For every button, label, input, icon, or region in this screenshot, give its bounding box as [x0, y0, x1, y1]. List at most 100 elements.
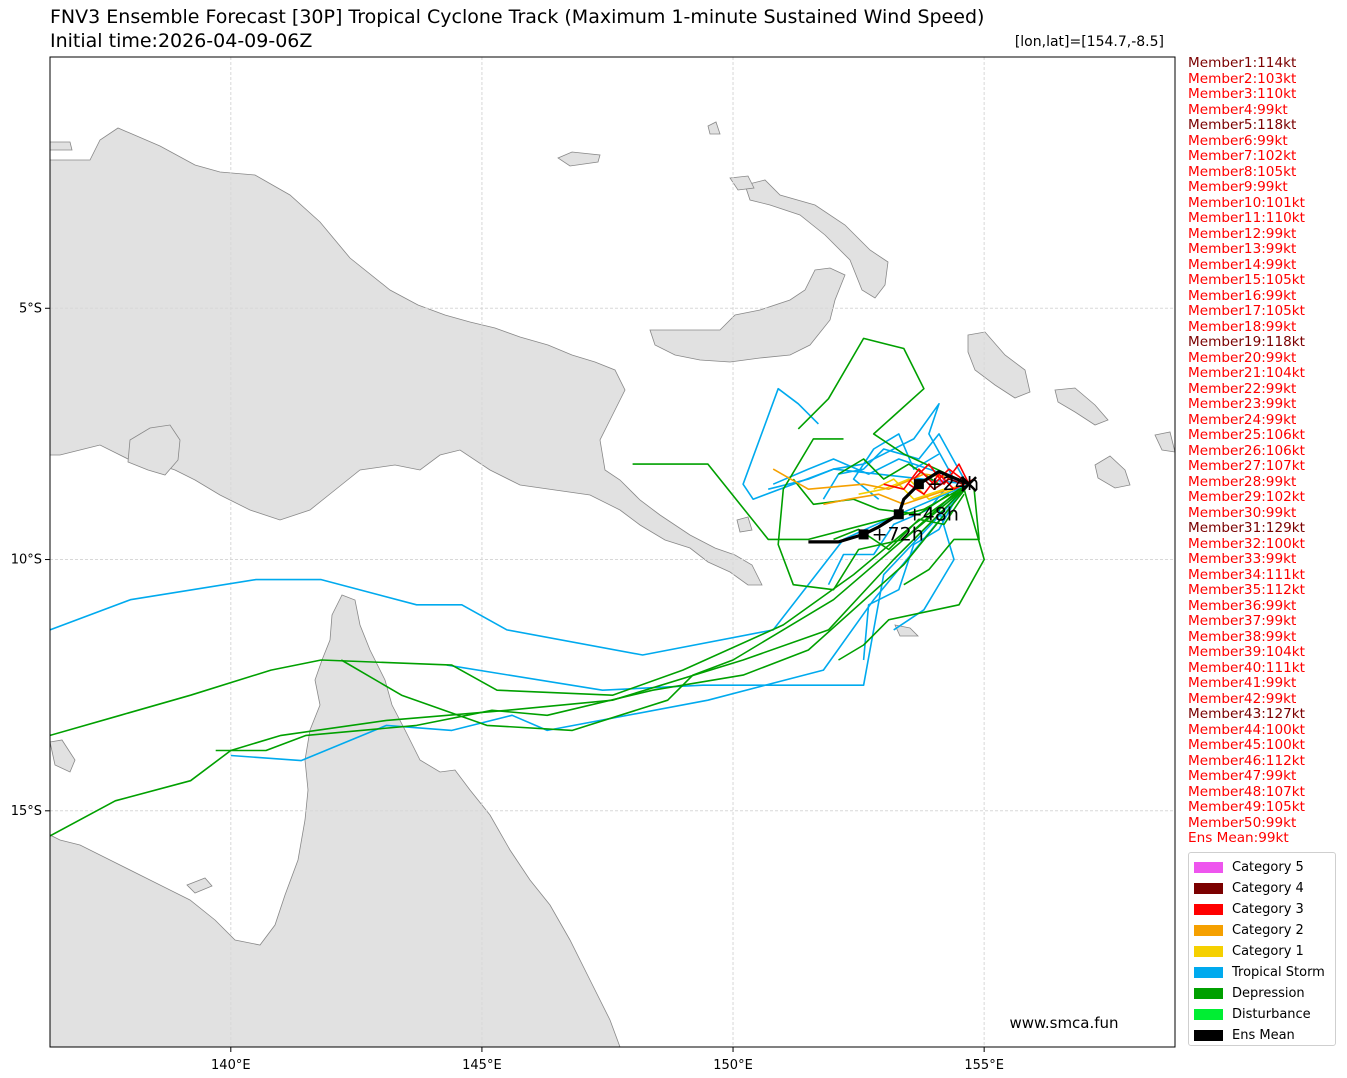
member-track [862, 483, 965, 661]
ens-mean-time-marker [893, 509, 904, 520]
legend-swatch [1194, 1009, 1223, 1020]
member-track [838, 458, 940, 485]
axis-ticks: 140°E 145°E 150°E 155°E 5°S 10°S 15°S [11, 301, 1004, 1073]
member-track [340, 483, 970, 732]
lon-tick-label: 150°E [713, 1058, 753, 1073]
member-intensity-item: Member42:99kt [1188, 690, 1297, 707]
member-intensity-item: Member24:99kt [1188, 411, 1297, 428]
legend-item: Tropical Storm [1194, 962, 1335, 983]
lat-tick-label: 10°S [11, 553, 42, 568]
member-intensity-item: Member39:104kt [1188, 644, 1305, 660]
member-track [792, 478, 950, 516]
member-intensity-item: Member9:99kt [1188, 179, 1288, 195]
member-track [833, 493, 965, 551]
land-new-ireland [744, 179, 889, 299]
member-intensity-item: Member2:103kt [1188, 70, 1297, 87]
ens-mean-time-label: +48h [907, 503, 959, 525]
lat-tick-label: 15°S [11, 804, 42, 819]
member-intensity-item: Member21:104kt [1188, 365, 1305, 381]
member-track [50, 483, 970, 656]
land-solomon-1 [1054, 387, 1109, 426]
lon-tick-label: 145°E [462, 1058, 502, 1073]
member-track [768, 403, 955, 490]
member-intensity-item: Member40:111kt [1188, 659, 1305, 676]
land-islet-a [557, 151, 601, 167]
land-islet-h [50, 141, 73, 151]
member-track [908, 473, 975, 495]
member-intensity-item: Member37:99kt [1188, 613, 1297, 629]
member-track [923, 478, 965, 490]
land-islet-f [186, 877, 213, 894]
land-islet-b [729, 175, 755, 191]
legend-label: Category 2 [1232, 923, 1304, 938]
legend-item: Category 4 [1194, 878, 1335, 899]
member-intensity-item: Member6:99kt [1188, 132, 1288, 149]
legend-label: Disturbance [1232, 1007, 1311, 1022]
member-intensity-item: Member34:111kt [1188, 566, 1305, 583]
member-intensity-item: Member4:99kt [1188, 101, 1288, 118]
member-track [823, 483, 965, 506]
member-intensity-item: Member41:99kt [1188, 675, 1297, 691]
member-intensity-item: Member36:99kt [1188, 597, 1297, 614]
legend-item: Category 5 [1194, 857, 1335, 878]
land-solomon-2 [1094, 455, 1131, 489]
member-intensity-item: Member33:99kt [1188, 551, 1297, 567]
member-intensity-item: Member18:99kt [1188, 318, 1297, 335]
member-intensity-item: Member46:112kt [1188, 752, 1305, 769]
legend-swatch [1194, 946, 1223, 957]
member-track [903, 489, 980, 586]
member-intensity-item: Member23:99kt [1188, 396, 1297, 412]
member-intensity-item: Member22:99kt [1188, 380, 1297, 397]
member-intensity-item: Member13:99kt [1188, 241, 1297, 257]
member-track [777, 438, 960, 591]
grid-lines [50, 57, 1175, 1047]
legend-item: Category 3 [1194, 899, 1335, 920]
initial-position-marker [961, 476, 977, 493]
legend-label: Tropical Storm [1232, 965, 1325, 980]
member-track [50, 483, 970, 737]
member-intensity-item: Member15:105kt [1188, 272, 1305, 288]
land-new-guinea [50, 127, 763, 586]
legend-label: Ens Mean [1232, 1028, 1295, 1043]
ens-mean-track: +24h +48h+72h [808, 470, 979, 545]
member-intensity-item: Member17:105kt [1188, 303, 1305, 319]
member-track [858, 478, 955, 500]
member-intensity-item: Member12:99kt [1188, 225, 1297, 242]
member-track [230, 483, 970, 762]
member-intensity-item: Member26:106kt [1188, 442, 1305, 459]
legend-swatch [1194, 862, 1223, 873]
member-intensity-item: Member30:99kt [1188, 504, 1297, 521]
legend-item: Ens Mean [1194, 1025, 1335, 1046]
land-bougainville [967, 331, 1031, 399]
member-intensity-item: Member27:107kt [1188, 458, 1305, 474]
lon-tick-label: 140°E [211, 1058, 251, 1073]
legend-label: Category 5 [1232, 860, 1304, 875]
member-intensity-item: Member32:100kt [1188, 535, 1305, 552]
member-intensity-item: Member14:99kt [1188, 256, 1297, 273]
member-intensity-item: Member49:105kt [1188, 799, 1305, 815]
member-track [883, 468, 970, 490]
legend-item: Category 2 [1194, 920, 1335, 941]
land-islet-e [894, 624, 919, 637]
lon-tick-label: 155°E [964, 1058, 1004, 1073]
category-legend: Category 5 Category 4 Category 3 Category 2… [1188, 852, 1336, 1046]
member-intensity-item: Member45:100kt [1188, 737, 1305, 753]
legend-item: Category 1 [1194, 941, 1335, 962]
member-intensity-item: Member48:107kt [1188, 783, 1305, 800]
legend-swatch [1194, 1030, 1223, 1041]
member-intensity-item: Member19:118kt [1188, 334, 1305, 350]
member-intensity-item: Member5:118kt [1188, 117, 1297, 133]
member-intensity-item: Member7:102kt [1188, 148, 1297, 164]
chart-title: FNV3 Ensemble Forecast [30P] Tropical Cy… [50, 6, 985, 28]
member-track [446, 483, 970, 691]
land-new-britain [649, 267, 846, 363]
position-label: [lon,lat]=[154.7,-8.5] [1014, 34, 1164, 50]
ens-mean-time-marker [913, 479, 924, 490]
member-intensity-item: Member8:105kt [1188, 163, 1297, 180]
watermark: www.smca.fun [1009, 1014, 1118, 1032]
member-track [913, 463, 970, 485]
land-islet-c [707, 121, 721, 135]
legend-label: Depression [1232, 986, 1305, 1001]
plot-frame [49, 56, 1176, 1048]
land-frederick-henrik [127, 424, 181, 476]
